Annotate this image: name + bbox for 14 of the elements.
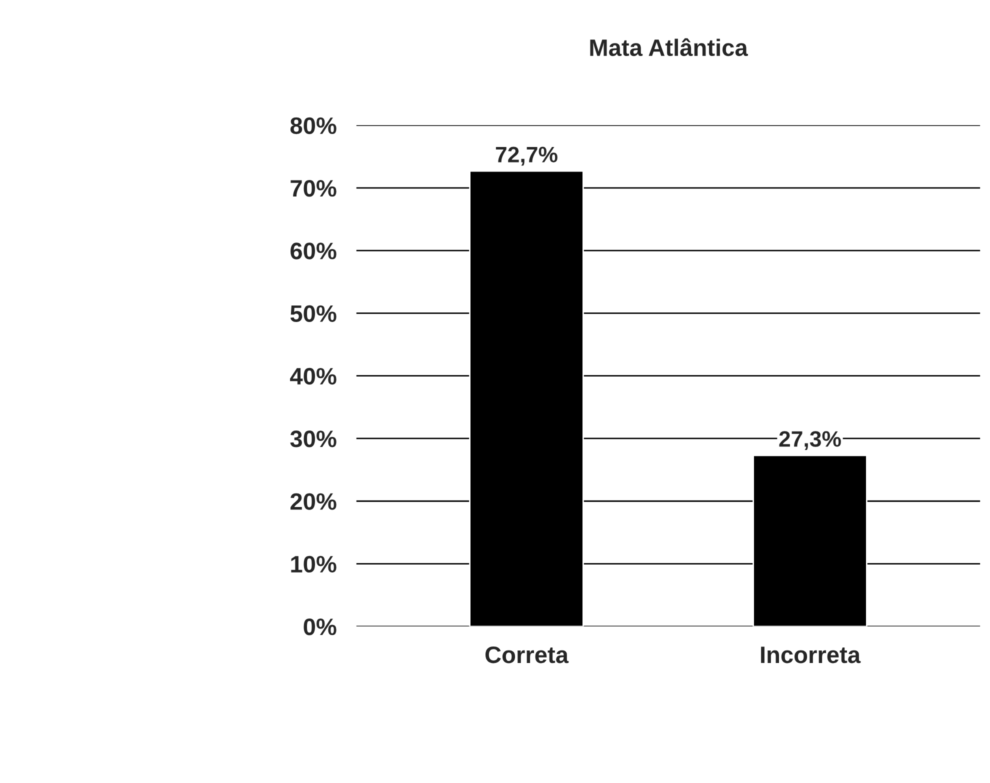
y-tick-label: 20% xyxy=(290,493,336,510)
y-tick-label: 60% xyxy=(290,242,336,260)
y-tick-label: 0% xyxy=(304,618,336,636)
y-tick-label: 80% xyxy=(290,117,336,134)
x-tick-label: Incorreta xyxy=(761,646,861,664)
y-tick-label: 30% xyxy=(290,430,336,448)
chart-title: Mata Atlântica xyxy=(590,38,748,56)
data-label: 72,7% xyxy=(496,146,558,166)
data-label: 27,3% xyxy=(779,431,841,450)
y-tick-label: 40% xyxy=(290,368,336,385)
y-tick-label: 50% xyxy=(290,305,336,322)
x-tick-label: Correta xyxy=(485,646,569,664)
y-tick-label: 10% xyxy=(291,556,336,573)
y-tick-label: 70% xyxy=(290,180,336,197)
